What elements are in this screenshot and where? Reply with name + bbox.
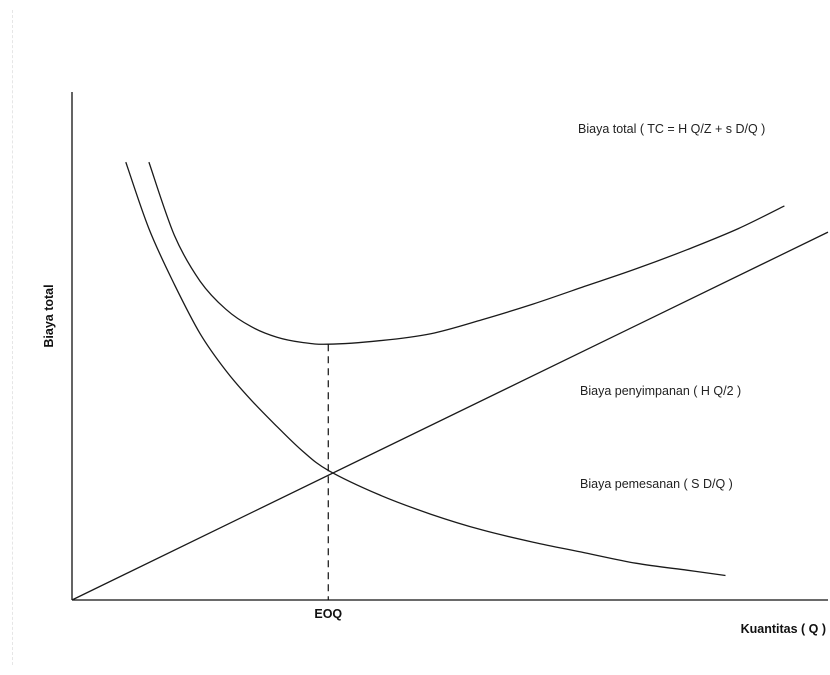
ordering-cost-curve	[125, 161, 726, 577]
ordering-cost-label: Biaya pemesanan ( S D/Q )	[580, 477, 733, 491]
holding-cost-label: Biaya penyimpanan ( H Q/2 )	[580, 384, 741, 398]
total-cost-label: Biaya total ( TC = H Q/Z + s D/Q )	[578, 122, 765, 136]
series-layer	[71, 161, 829, 601]
x-axis-title: Kuantitas ( Q )	[741, 622, 826, 636]
total-cost-curve	[148, 161, 785, 345]
holding-cost-line	[71, 231, 829, 601]
eoq-tick-label: EOQ	[314, 607, 342, 621]
y-axis-title: Biaya total	[42, 284, 56, 347]
left-guide-line	[12, 10, 13, 665]
